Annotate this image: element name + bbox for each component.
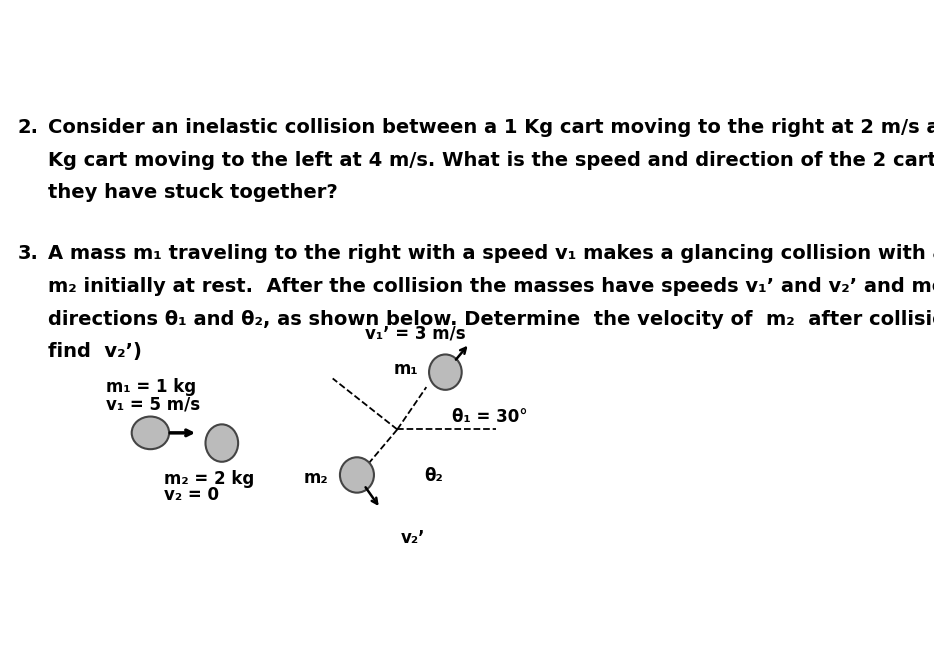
Text: Consider an inelastic collision between a 1 Kg cart moving to the right at 2 m/s: Consider an inelastic collision between … [49, 118, 934, 137]
Text: m₂ = 2 kg: m₂ = 2 kg [164, 470, 254, 488]
Text: m₂ initially at rest.  After the collision the masses have speeds v₁ʼ and v₂ʼ an: m₂ initially at rest. After the collisio… [49, 277, 934, 296]
Ellipse shape [429, 354, 461, 390]
Text: v₁ = 5 m/s: v₁ = 5 m/s [106, 395, 200, 413]
Text: m₂: m₂ [304, 469, 329, 487]
Text: θ₁ = 30°: θ₁ = 30° [452, 408, 528, 426]
Ellipse shape [340, 457, 374, 492]
Ellipse shape [205, 424, 238, 462]
Text: m₁: m₁ [393, 360, 418, 377]
Text: 2.: 2. [18, 118, 39, 137]
Text: θ₂: θ₂ [424, 467, 444, 485]
Text: v₁ʼ = 3 m/s: v₁ʼ = 3 m/s [364, 324, 465, 342]
Text: find  v₂ʼ): find v₂ʼ) [49, 342, 142, 362]
Text: A mass m₁ traveling to the right with a speed v₁ makes a glancing collision with: A mass m₁ traveling to the right with a … [49, 245, 934, 264]
Text: v₂ = 0: v₂ = 0 [164, 486, 219, 504]
Ellipse shape [132, 416, 169, 449]
Text: m₁ = 1 kg: m₁ = 1 kg [106, 379, 196, 397]
Text: directions θ₁ and θ₂, as shown below. Determine  the velocity of  m₂  after coll: directions θ₁ and θ₂, as shown below. De… [49, 310, 934, 329]
Text: Kg cart moving to the left at 4 m/s. What is the speed and direction of the 2 ca: Kg cart moving to the left at 4 m/s. Wha… [49, 151, 934, 170]
Text: v₂ʼ: v₂ʼ [402, 529, 426, 547]
Text: 3.: 3. [18, 245, 38, 264]
Text: they have stuck together?: they have stuck together? [49, 183, 338, 202]
